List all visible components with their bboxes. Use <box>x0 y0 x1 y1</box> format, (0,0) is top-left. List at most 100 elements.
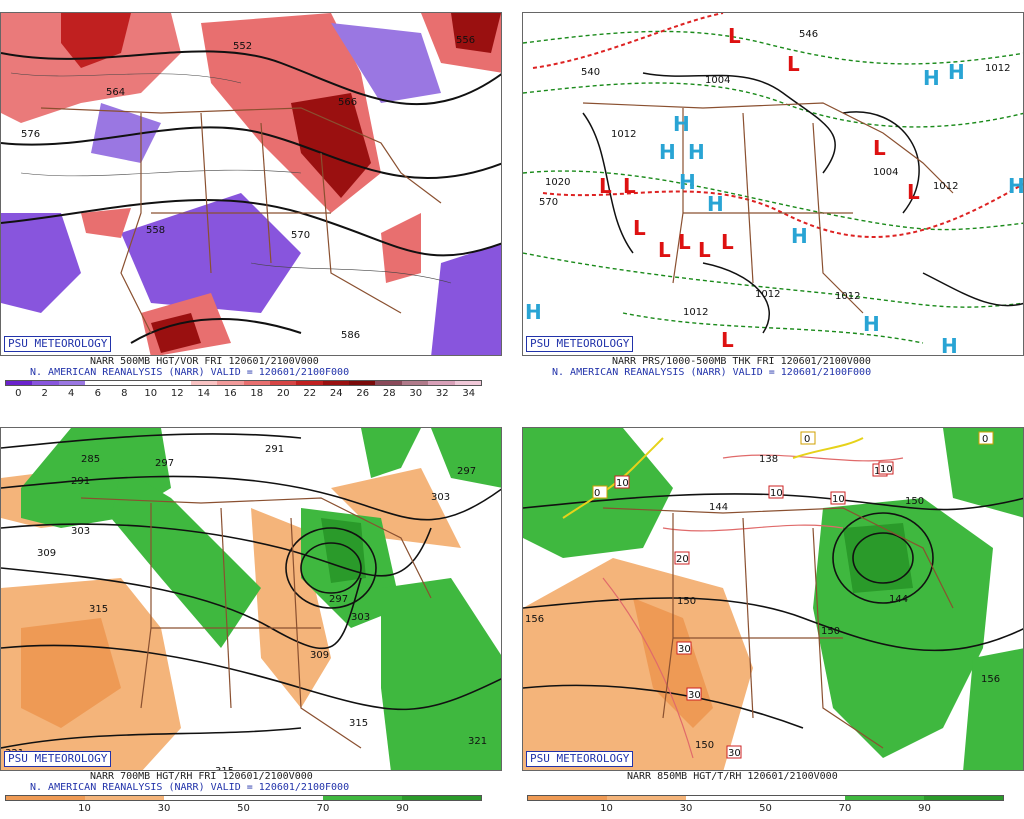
contour-label: 156 <box>981 674 1000 685</box>
contour-label: 1020 <box>545 177 570 188</box>
map-title: NARR PRS/1000-500MB THK FRI 120601/2100V… <box>612 356 871 367</box>
contour-label: 138 <box>759 454 778 465</box>
contour-label: 303 <box>431 492 450 503</box>
contour-label: 552 <box>233 41 252 52</box>
scale-tick-label: 0 <box>15 388 22 399</box>
color-swatch <box>217 381 244 385</box>
temp-label: 20 <box>676 554 689 565</box>
contour-label: 285 <box>81 454 100 465</box>
high-marker: H <box>707 192 724 216</box>
contour-label: 540 <box>581 67 600 78</box>
contour-label: 1004 <box>873 167 898 178</box>
scale-tick-label: 10 <box>78 803 91 814</box>
low-marker: L <box>721 230 734 254</box>
contour-label: 150 <box>695 740 714 751</box>
scale-tick-label: 8 <box>121 388 128 399</box>
high-marker: H <box>659 140 676 164</box>
map-850mb: 138 144 150 156 150 144 150 156 150 0 10… <box>522 427 1024 771</box>
contour-label: 1012 <box>611 129 636 140</box>
low-marker: L <box>728 24 741 48</box>
psu-badge: PSU METEOROLOGY <box>526 336 634 352</box>
contour-label: 297 <box>329 594 348 605</box>
temp-label: 10 <box>832 494 845 505</box>
scale-tick-label: 6 <box>94 388 101 399</box>
high-marker: H <box>673 112 690 136</box>
contour-label: 297 <box>457 466 476 477</box>
temp-label: 30 <box>728 748 741 759</box>
rh-color-scale <box>5 795 482 801</box>
color-swatch <box>765 796 845 800</box>
map-valid-line: N. AMERICAN REANALYSIS (NARR) VALID = 12… <box>30 367 350 378</box>
contour-label: 309 <box>310 650 329 661</box>
scale-tick-label: 18 <box>250 388 264 399</box>
low-marker: L <box>658 238 671 262</box>
low-pressure-markers: L L L L L L L L L L L L <box>599 24 920 352</box>
contour-label: 1012 <box>985 63 1010 74</box>
map-valid-line: N. AMERICAN REANALYSIS (NARR) VALID = 12… <box>552 367 872 378</box>
map-pressure-canvas: L L L L L L L L L L L L H H H H H H H <box>523 13 1023 355</box>
color-swatch <box>85 381 112 385</box>
contour-label: 566 <box>338 97 357 108</box>
color-swatch <box>243 381 270 385</box>
vorticity-scale-labels: 0 2 4 6 8 10 12 14 16 18 20 22 24 26 28 30 32 34 <box>5 388 482 400</box>
color-swatch <box>85 796 165 800</box>
color-swatch <box>6 796 86 800</box>
low-marker: L <box>907 180 920 204</box>
scale-tick-label: 10 <box>144 388 158 399</box>
low-marker: L <box>721 328 734 352</box>
color-swatch <box>164 381 191 385</box>
scale-tick-label: 24 <box>329 388 343 399</box>
scale-tick-label: 14 <box>197 388 211 399</box>
color-swatch <box>686 796 766 800</box>
color-swatch <box>401 381 429 385</box>
scale-tick-label: 12 <box>170 388 184 399</box>
scale-tick-label: 90 <box>396 803 409 814</box>
contour-label: 150 <box>821 626 840 637</box>
temp-label: 30 <box>688 690 701 701</box>
high-marker: H <box>525 300 542 324</box>
temperature-labels: 0 10 10 10 20 30 30 30 10 0 10 0 <box>592 431 994 759</box>
contour-label: 315 <box>215 766 234 771</box>
contour-label: 558 <box>146 225 165 236</box>
color-swatch <box>401 796 482 800</box>
contour-label: 564 <box>106 87 125 98</box>
temp-label: 30 <box>678 644 691 655</box>
contour-label: 570 <box>539 197 558 208</box>
scale-tick-label: 10 <box>600 803 613 814</box>
contour-label: 1012 <box>683 307 708 318</box>
psu-badge: PSU METEOROLOGY <box>4 336 112 352</box>
rh-color-scale <box>527 795 1004 801</box>
color-swatch <box>164 796 244 800</box>
map-700mb-canvas: 285 291 297 303 309 315 321 321 315 309 … <box>1 428 501 771</box>
scale-tick-label: 28 <box>382 388 396 399</box>
contour-label: 1004 <box>705 75 730 86</box>
contour-label: 144 <box>889 594 908 605</box>
color-swatch <box>111 381 138 385</box>
color-swatch <box>190 381 218 385</box>
contour-label: 570 <box>291 230 310 241</box>
high-marker: H <box>863 312 880 336</box>
height-contour-labels: 552 564 576 558 566 556 570 586 <box>21 35 475 341</box>
low-marker: L <box>599 174 612 198</box>
scale-tick-label: 70 <box>316 803 330 814</box>
temp-label: 0 <box>594 488 600 499</box>
low-marker: L <box>633 216 646 240</box>
color-swatch <box>428 381 455 385</box>
map-title: NARR 500MB HGT/VOR FRI 120601/2100V000 <box>90 356 319 367</box>
color-swatch <box>375 381 402 385</box>
color-swatch <box>32 381 59 385</box>
contour-label: 291 <box>71 476 90 487</box>
pressure-contour-labels: 546 540 1004 1012 1020 570 1012 1004 101… <box>539 29 1010 318</box>
height-contour-labels: 138 144 150 156 150 144 150 156 150 <box>525 454 1000 751</box>
contour-label: 303 <box>71 526 90 537</box>
panel-pressure-thickness: L L L L L L L L L L L L H H H H H H H <box>522 0 1024 404</box>
scale-tick-label: 30 <box>409 388 423 399</box>
rh-scale-labels: 10 30 50 70 90 <box>527 803 1004 815</box>
scale-tick-label: 30 <box>157 803 171 814</box>
contour-label: 321 <box>468 736 487 747</box>
contour-label: 556 <box>456 35 475 46</box>
high-pressure-markers: H H H H H H H H H H H H <box>525 60 1023 355</box>
map-title: NARR 700MB HGT/RH FRI 120601/2100V000 <box>90 771 313 782</box>
contour-label: 156 <box>525 614 544 625</box>
color-swatch <box>269 381 297 385</box>
